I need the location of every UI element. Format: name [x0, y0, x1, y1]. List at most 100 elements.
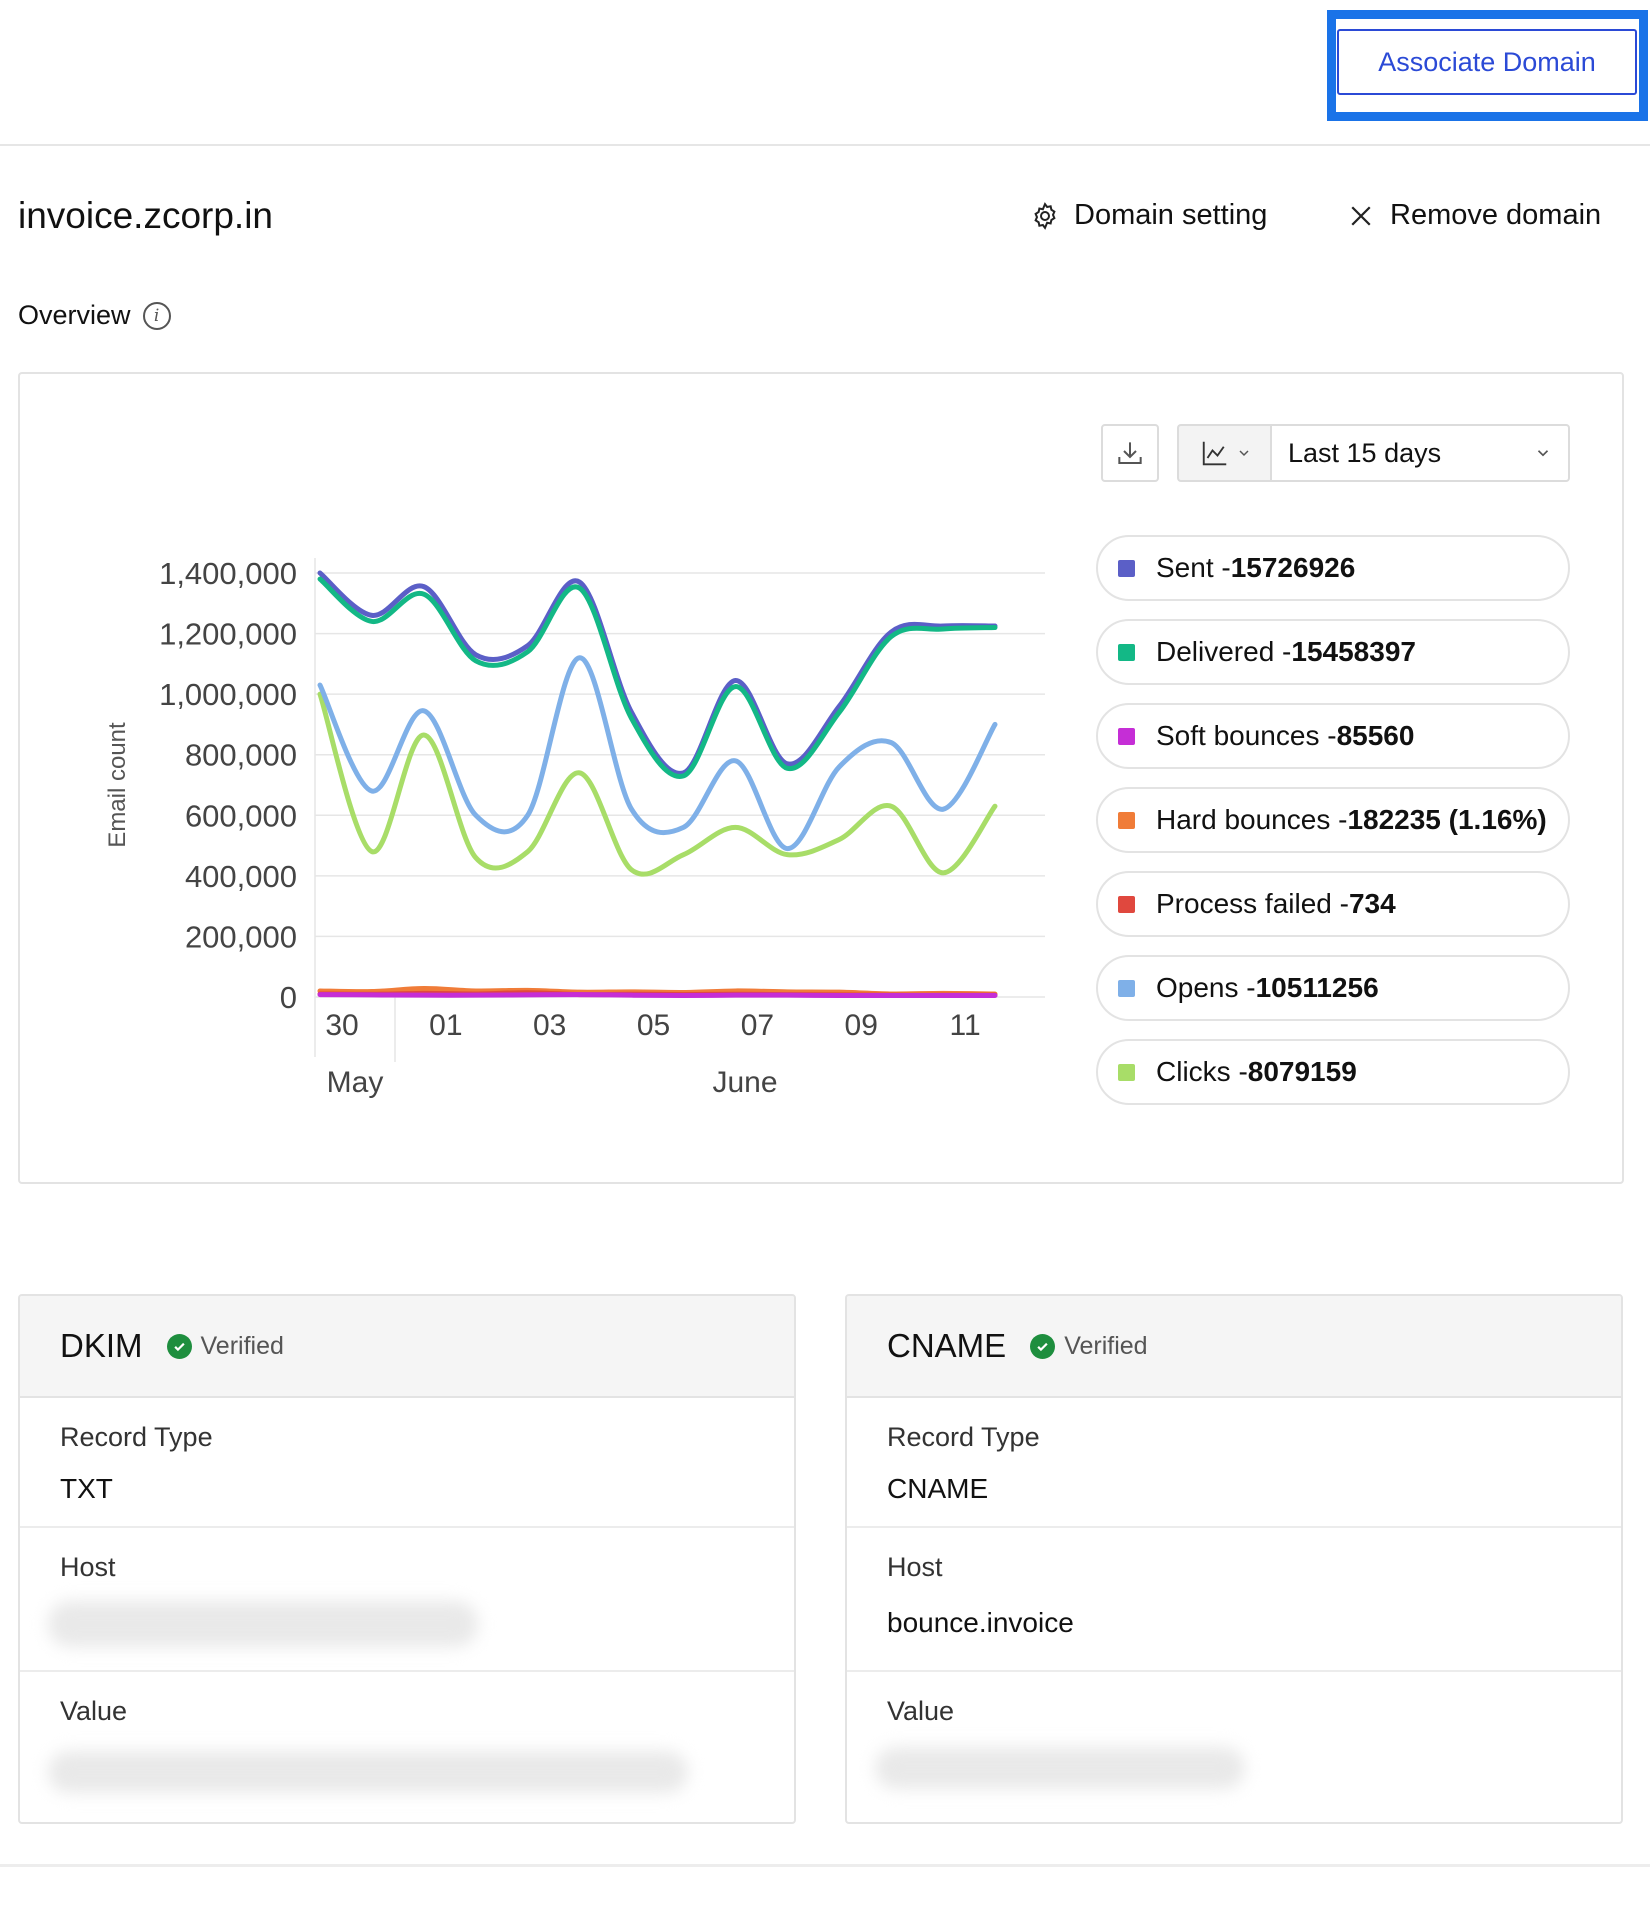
y-tick-label: 400,000	[185, 859, 297, 894]
highlight-frame	[1327, 10, 1648, 121]
legend-label: Soft bounces -	[1156, 720, 1337, 751]
host-row: Host bounce.invoice	[847, 1528, 1621, 1672]
legend-swatch	[1118, 727, 1135, 745]
host-label: Host	[887, 1552, 943, 1582]
value-row: Value	[847, 1672, 1621, 1789]
legend-value: 182235 (1.16%)	[1347, 804, 1547, 835]
info-icon[interactable]: i	[142, 301, 171, 330]
legend-clicks[interactable]: Clicks - 8079159	[1096, 1039, 1570, 1105]
remove-domain-button[interactable]: Remove domain	[1346, 199, 1601, 232]
y-tick-label: 1,200,000	[159, 617, 297, 652]
legend-value: 15726926	[1230, 552, 1356, 583]
cname-card: CNAME Verified Record Type CNAME Host bo…	[845, 1294, 1623, 1824]
top-bar	[0, 0, 1650, 146]
record-type-label: Record Type	[887, 1422, 1040, 1452]
legend-swatch	[1118, 979, 1135, 997]
x-tick-label: 09	[845, 1009, 878, 1042]
legend-label: Process failed -	[1156, 888, 1349, 919]
redacted-host	[48, 1601, 478, 1647]
overview-heading: Overview i	[18, 300, 171, 331]
domain-title: invoice.zcorp.in	[18, 195, 274, 236]
remove-domain-label: Remove domain	[1390, 199, 1602, 231]
record-type-row: Record Type TXT	[20, 1398, 794, 1528]
record-type-value: CNAME	[887, 1473, 989, 1504]
x-group-label: June	[712, 1066, 777, 1099]
y-tick-label: 1,400,000	[159, 556, 297, 591]
x-tick-label: 07	[741, 1009, 774, 1042]
legend-swatch	[1118, 643, 1135, 661]
y-tick-label: 0	[280, 980, 297, 1015]
series-line-clicks	[317, 691, 998, 877]
cname-card-header: CNAME Verified	[847, 1296, 1621, 1398]
value-row: Value	[20, 1672, 794, 1793]
check-circle-icon	[1030, 1333, 1056, 1359]
value-label: Value	[60, 1696, 128, 1726]
chart-type-toggle[interactable]	[1177, 424, 1272, 482]
legend-value: 15458397	[1291, 636, 1416, 667]
legend-swatch	[1118, 1063, 1135, 1081]
email-line-chart: 0 200,000 400,000 600,000 800,000 1,000,000 1,…	[104, 556, 1045, 1099]
legend-opens[interactable]: Opens - 10511256	[1096, 955, 1570, 1021]
dkim-title: DKIM	[60, 1327, 143, 1364]
divider	[0, 1864, 1650, 1867]
x-tick-label: 05	[637, 1009, 670, 1042]
download-button[interactable]	[1101, 424, 1159, 482]
host-row: Host	[20, 1528, 794, 1672]
overview-title: Overview	[18, 300, 131, 330]
series-line-opens	[317, 655, 998, 852]
series-line-sent	[317, 570, 998, 776]
legend-delivered[interactable]: Delivered - 15458397	[1096, 619, 1570, 685]
y-axis-label: Email count	[104, 722, 131, 848]
y-tick-label: 800,000	[185, 738, 297, 773]
legend-value: 734	[1348, 888, 1396, 919]
record-type-label: Record Type	[60, 1422, 213, 1452]
associate-domain-button[interactable]: Associate Domain	[1337, 29, 1637, 95]
series-line-delivered	[317, 576, 998, 779]
legend-value: 10511256	[1255, 972, 1379, 1003]
host-label: Host	[60, 1552, 116, 1582]
gear-icon	[1034, 201, 1056, 230]
x-group-label: May	[327, 1066, 384, 1099]
dkim-card: DKIM Verified Record Type TXT Host Value	[18, 1294, 796, 1824]
x-tick-label: 30	[325, 1009, 358, 1042]
legend-value: 85560	[1336, 720, 1415, 751]
legend-swatch	[1118, 895, 1135, 913]
chevron-down-icon	[1238, 450, 1249, 457]
legend-label: Sent -	[1156, 552, 1231, 583]
check-circle-icon	[166, 1333, 192, 1359]
legend-sent[interactable]: Sent - 15726926	[1096, 535, 1570, 601]
host-value: bounce.invoice	[887, 1607, 1074, 1638]
redacted-value	[48, 1751, 688, 1793]
legend-process-failed[interactable]: Process failed - 734	[1096, 871, 1570, 937]
dkim-status: Verified	[200, 1331, 284, 1360]
x-tick-label: 11	[949, 1009, 980, 1042]
dkim-card-header: DKIM Verified	[20, 1296, 794, 1398]
x-tick-label: 03	[533, 1009, 566, 1042]
domain-setting-button[interactable]: Domain setting	[1030, 199, 1267, 232]
legend-value: 8079159	[1247, 1056, 1357, 1087]
legend-label: Hard bounces -	[1156, 804, 1348, 835]
y-tick-label: 200,000	[185, 919, 297, 954]
date-range-value: Last 15 days	[1288, 437, 1442, 468]
series-line-soft-bounces	[317, 992, 998, 999]
domain-setting-label: Domain setting	[1074, 199, 1268, 231]
redacted-value	[875, 1747, 1245, 1789]
chevron-down-icon	[1537, 450, 1549, 457]
legend-label: Delivered -	[1156, 636, 1292, 667]
legend-soft-bounces[interactable]: Soft bounces - 85560	[1096, 703, 1570, 769]
cname-status: Verified	[1064, 1331, 1148, 1360]
record-type-row: Record Type CNAME	[847, 1398, 1621, 1528]
legend-label: Opens -	[1156, 972, 1256, 1003]
close-icon	[1351, 205, 1371, 226]
date-range-select[interactable]: Last 15 days	[1270, 424, 1570, 482]
legend-label: Clicks -	[1156, 1056, 1248, 1087]
record-type-value: TXT	[60, 1473, 113, 1504]
value-label: Value	[887, 1696, 955, 1726]
legend-hard-bounces[interactable]: Hard bounces - 182235 (1.16%)	[1096, 787, 1570, 853]
x-tick-label: 01	[429, 1009, 462, 1042]
y-tick-label: 1,000,000	[159, 677, 297, 712]
legend-swatch	[1118, 559, 1135, 577]
y-tick-label: 600,000	[185, 798, 297, 833]
download-icon	[1118, 442, 1142, 464]
line-chart-icon	[1202, 441, 1226, 466]
